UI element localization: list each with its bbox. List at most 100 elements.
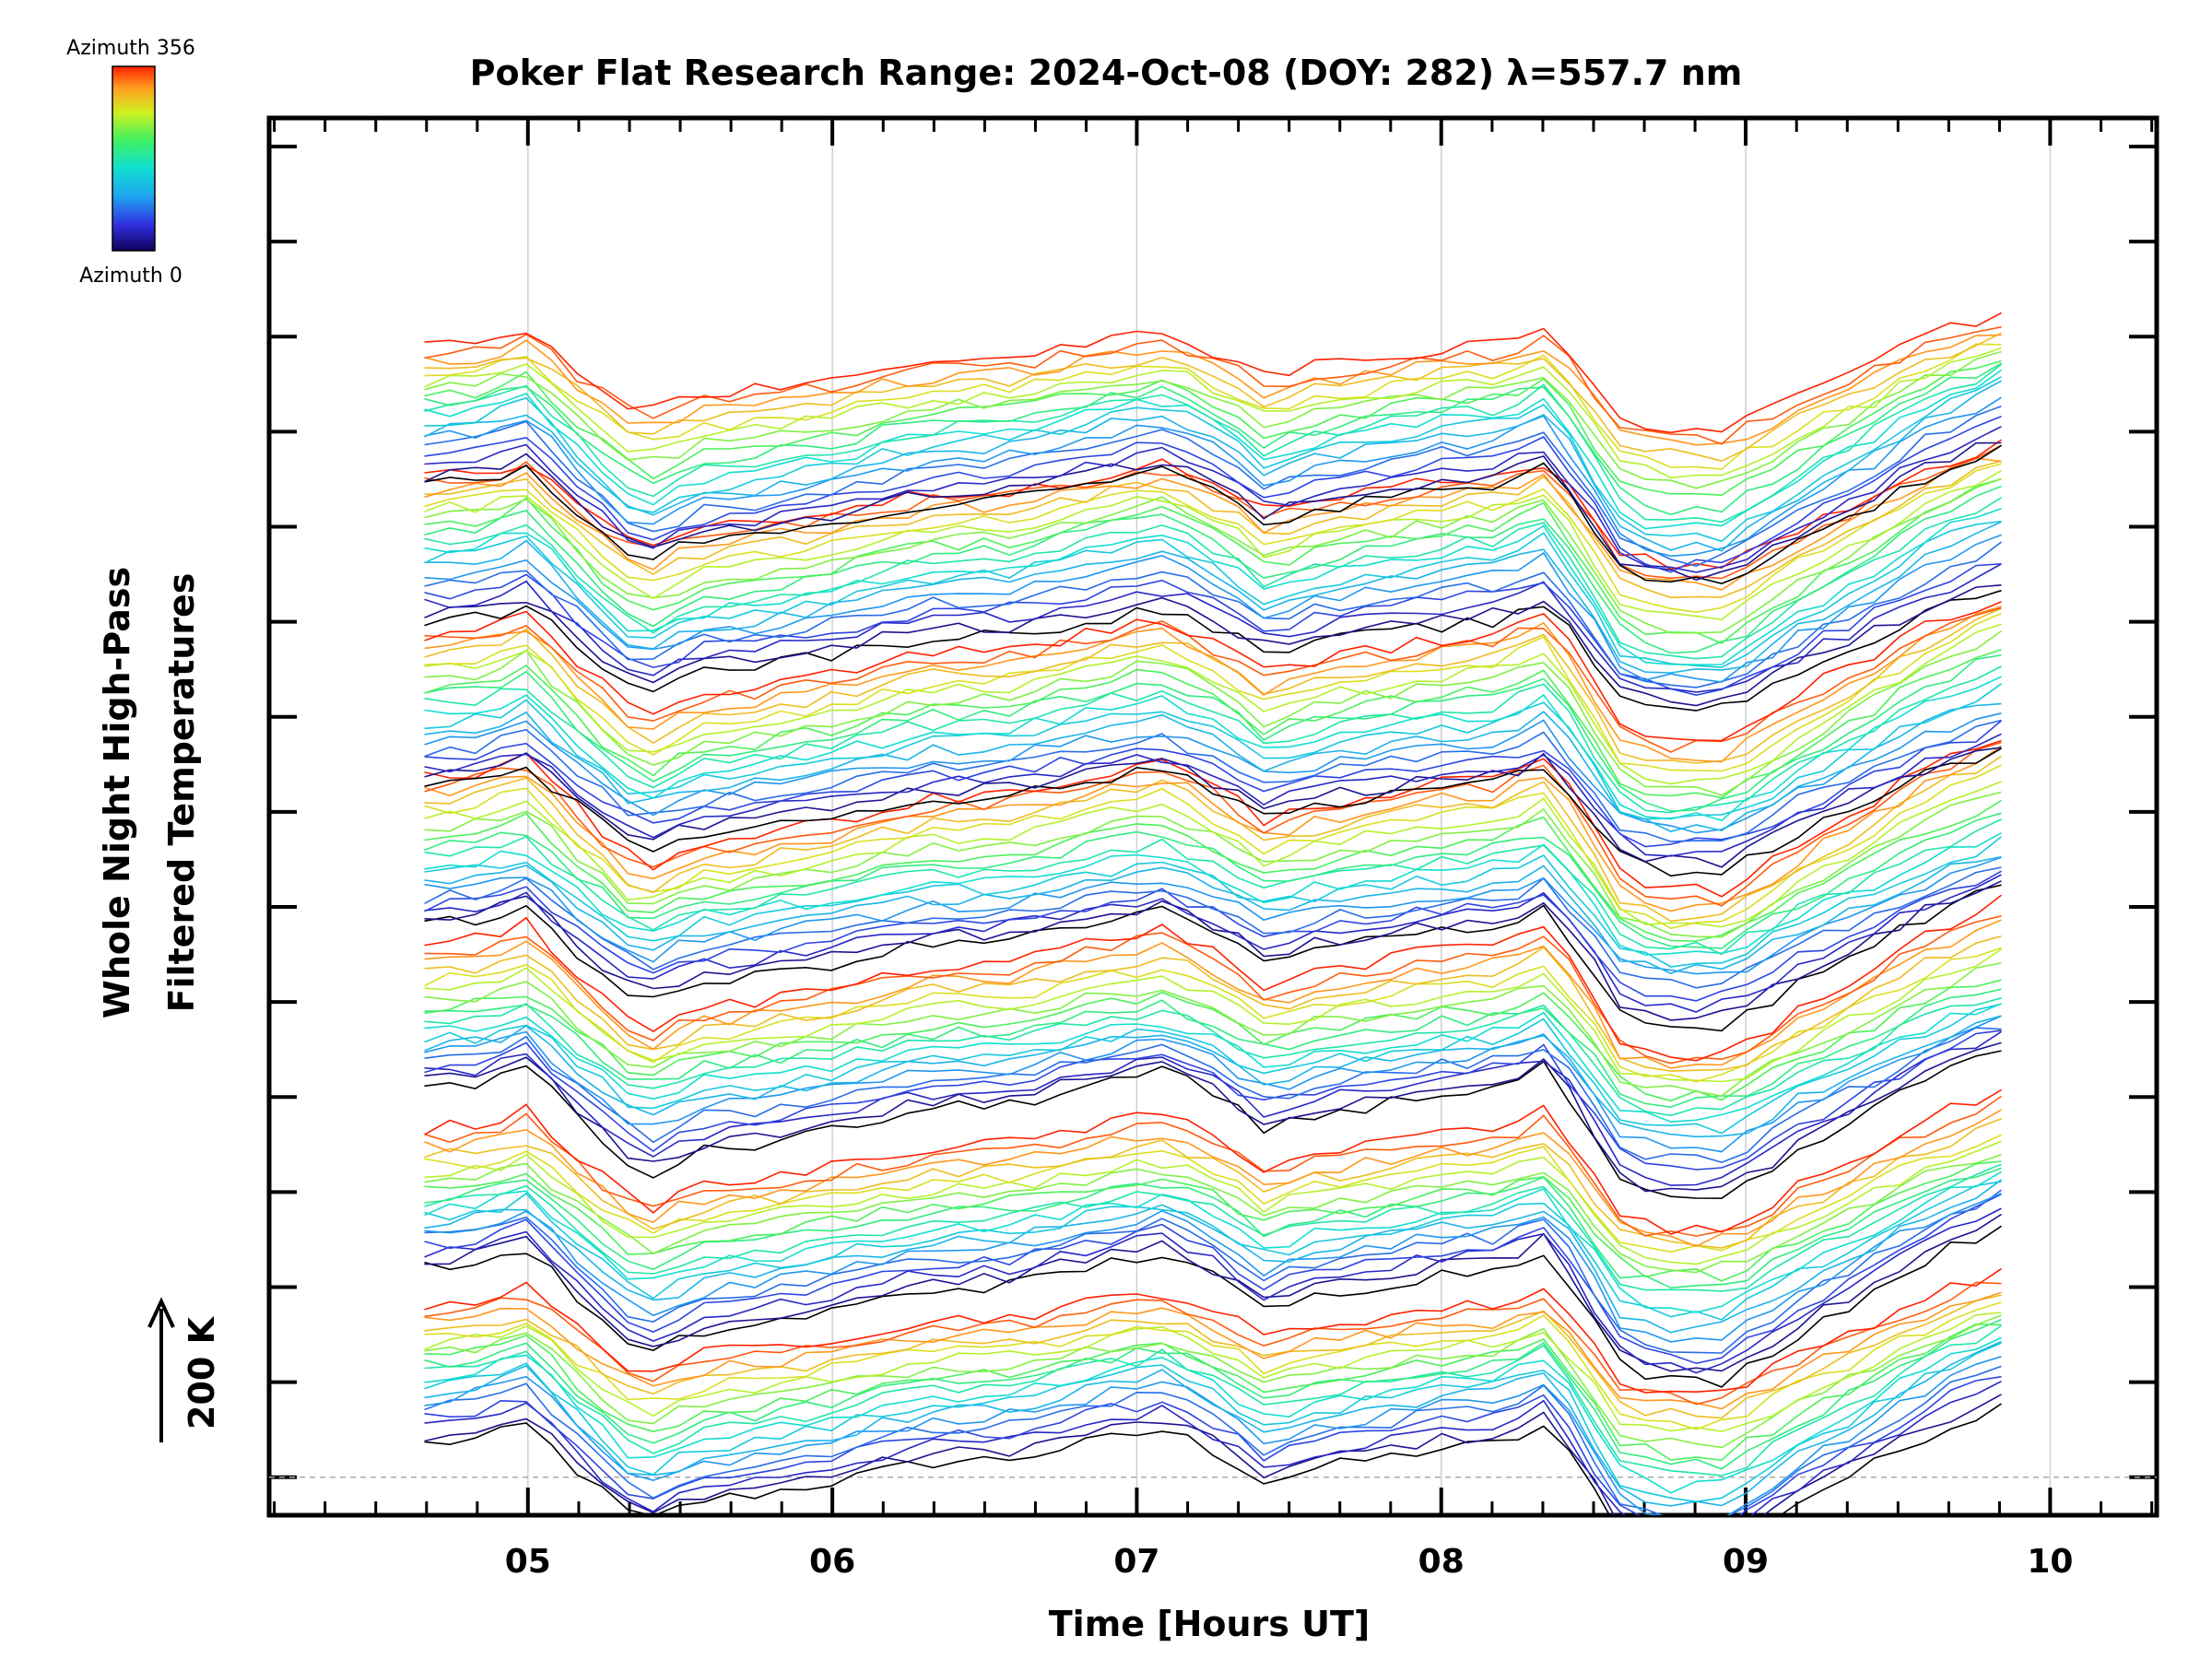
azimuth-series-line bbox=[424, 350, 2002, 489]
azimuth-series-line bbox=[424, 416, 2002, 573]
azimuth-series-line bbox=[424, 719, 2002, 842]
azimuth-series-line bbox=[424, 915, 2002, 1065]
azimuth-series-line bbox=[424, 1050, 2002, 1200]
azimuth-series-line bbox=[424, 665, 2002, 814]
azimuth-series-line bbox=[424, 460, 2002, 599]
azimuth-series-line bbox=[424, 884, 2002, 1032]
azimuth-series-line bbox=[424, 818, 2002, 956]
azimuth-series-line bbox=[424, 380, 2002, 552]
azimuth-series-line bbox=[424, 405, 2002, 567]
azimuth-series-line bbox=[424, 1088, 2002, 1235]
y-axis-title-line2: Filtered Temperatures bbox=[161, 573, 202, 1013]
azimuth-series-line bbox=[424, 439, 2002, 571]
azimuth-series-line bbox=[424, 444, 2002, 584]
azimuth-series-line bbox=[424, 935, 2002, 1072]
azimuth-series-line bbox=[424, 1030, 2002, 1186]
azimuth-series-line bbox=[424, 812, 2002, 949]
azimuth-series-line bbox=[424, 589, 2002, 712]
azimuth-series-line bbox=[424, 1181, 2002, 1321]
x-tick-labels: 05 06 07 08 09 10 bbox=[505, 1543, 2074, 1581]
azimuth-series-line bbox=[424, 755, 2002, 923]
azimuth-series-line bbox=[424, 866, 2002, 989]
azimuth-series-line bbox=[424, 463, 2002, 614]
azimuth-series-line bbox=[424, 1189, 2002, 1354]
azimuth-series-line bbox=[424, 880, 2002, 1021]
azimuth-series-line bbox=[424, 764, 2002, 930]
azimuth-series-line bbox=[424, 362, 2002, 516]
azimuth-series-line bbox=[424, 702, 2002, 832]
azimuth-series-line bbox=[424, 497, 2002, 660]
azimuth-series-line bbox=[424, 1342, 2002, 1503]
azimuth-series-line bbox=[424, 1015, 2002, 1138]
azimuth-series-line bbox=[424, 629, 2002, 796]
azimuth-series-line bbox=[424, 1117, 2002, 1249]
azimuth-series-line bbox=[424, 1193, 2002, 1365]
x-tick-label: 05 bbox=[505, 1543, 551, 1581]
azimuth-series-line bbox=[424, 612, 2002, 772]
azimuth-series-line bbox=[424, 1171, 2002, 1313]
azimuth-series-line bbox=[424, 1281, 2002, 1406]
azimuth-series-line bbox=[424, 1312, 2002, 1432]
chart-title: Poker Flat Research Range: 2024-Oct-08 (… bbox=[470, 53, 1743, 93]
x-tick-label: 07 bbox=[1113, 1543, 1159, 1581]
azimuth-series-line bbox=[424, 683, 2002, 820]
azimuth-series-line bbox=[424, 563, 2002, 693]
azimuth-series-line bbox=[424, 359, 2002, 497]
azimuth-series-line bbox=[424, 584, 2002, 707]
azimuth-series-line bbox=[424, 1267, 2002, 1394]
scale-bar-arrow-head bbox=[147, 1297, 175, 1328]
azimuth-series-line bbox=[424, 745, 2002, 912]
azimuth-series-line bbox=[424, 1323, 2002, 1462]
azimuth-series-line bbox=[424, 520, 2002, 668]
x-tick-label: 10 bbox=[2027, 1543, 2073, 1581]
azimuth-series-line bbox=[424, 874, 2002, 1013]
azimuth-series-line bbox=[424, 1365, 2002, 1515]
x-axis-title: Time [Hours UT] bbox=[1049, 1604, 1371, 1644]
x-tick-label: 08 bbox=[1418, 1543, 1465, 1581]
azimuth-series-line bbox=[424, 534, 2002, 683]
azimuth-series-line bbox=[424, 1207, 2002, 1374]
azimuth-series-line bbox=[424, 1163, 2002, 1292]
azimuth-series-line bbox=[424, 836, 2002, 968]
azimuth-series-line bbox=[424, 1179, 2002, 1334]
azimuth-series-line bbox=[424, 739, 2002, 898]
azimuth-series-line bbox=[424, 425, 2002, 573]
azimuth-series-line bbox=[424, 457, 2002, 591]
azimuth-series-line bbox=[424, 606, 2002, 753]
azimuth-series-line bbox=[424, 781, 2002, 928]
colorbar bbox=[112, 65, 156, 252]
azimuth-series-line bbox=[424, 1109, 2002, 1248]
azimuth-series-line bbox=[424, 919, 2002, 1069]
azimuth-series-line bbox=[424, 1160, 2002, 1282]
azimuth-series-line bbox=[424, 1140, 2002, 1265]
azimuth-series-line bbox=[424, 1375, 2002, 1515]
x-tick-label: 06 bbox=[809, 1543, 855, 1581]
azimuth-series-line bbox=[424, 997, 2002, 1117]
azimuth-series-line bbox=[424, 1003, 2002, 1123]
azimuth-series-line bbox=[424, 1314, 2002, 1449]
azimuth-series-line bbox=[424, 363, 2002, 524]
azimuth-series-line bbox=[424, 831, 2002, 956]
azimuth-series-line bbox=[424, 870, 2002, 1002]
azimuth-series-line bbox=[424, 1003, 2002, 1135]
azimuth-series-line bbox=[424, 979, 2002, 1102]
azimuth-series-line bbox=[424, 1380, 2002, 1515]
azimuth-series-line bbox=[424, 1340, 2002, 1507]
azimuth-series-line bbox=[424, 376, 2002, 543]
azimuth-series-line bbox=[424, 1015, 2002, 1153]
azimuth-series-line bbox=[424, 654, 2002, 812]
azimuth-series-line bbox=[424, 441, 2002, 581]
azimuth-series-line bbox=[424, 1095, 2002, 1237]
azimuth-series-line bbox=[424, 477, 2002, 634]
plot-frame bbox=[266, 115, 2159, 1518]
azimuth-series-line bbox=[424, 1301, 2002, 1430]
azimuth-series-line bbox=[424, 347, 2002, 479]
azimuth-series-line bbox=[424, 1403, 2002, 1515]
azimuth-series-line bbox=[424, 747, 2002, 868]
x-tick-label: 09 bbox=[1723, 1543, 1769, 1581]
azimuth-series-line bbox=[424, 676, 2002, 822]
azimuth-series-line bbox=[424, 947, 2002, 1083]
azimuth-series-line bbox=[424, 894, 2002, 1062]
scale-bar: 200 K bbox=[147, 1297, 222, 1442]
